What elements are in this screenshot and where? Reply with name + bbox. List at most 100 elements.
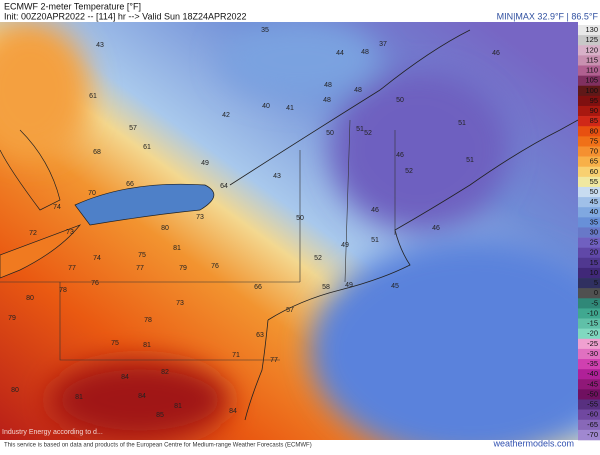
colorbar-label: -30 <box>587 349 598 358</box>
station-temp: 61 <box>143 144 151 151</box>
station-temp: 45 <box>391 283 399 290</box>
colorbar-label: -65 <box>587 420 598 429</box>
station-temp: 46 <box>371 207 379 214</box>
station-temp: 46 <box>432 225 440 232</box>
station-temp: 77 <box>68 265 76 272</box>
nj-coast <box>244 319 269 421</box>
station-temp: 81 <box>174 403 182 410</box>
colorbar-band <box>578 288 600 299</box>
station-temp: 46 <box>492 50 500 57</box>
colorbar-label: 70 <box>590 147 598 156</box>
station-temp: 77 <box>270 357 278 364</box>
colorbar: 1301251201151101051009590858075706560555… <box>578 25 600 441</box>
station-temp: 79 <box>8 315 16 322</box>
colorbar-label: 30 <box>590 227 598 236</box>
station-temp: 48 <box>361 49 369 56</box>
colorbar-band <box>578 55 600 66</box>
colorbar-label: -10 <box>587 308 598 317</box>
colorbar-label: 10 <box>590 268 598 277</box>
colorbar-band <box>578 85 600 97</box>
colorbar-band <box>578 278 600 289</box>
colorbar-label: 130 <box>585 25 598 34</box>
colorbar-label: -35 <box>587 359 598 368</box>
station-temp: 58 <box>322 284 330 291</box>
colorbar-band <box>578 217 600 228</box>
colorbar-label: 50 <box>590 187 598 196</box>
colorbar-band <box>578 369 600 380</box>
station-temp: 48 <box>354 87 362 94</box>
colorbar-label: -5 <box>591 298 598 307</box>
colorbar-band <box>578 126 600 137</box>
colorbar-band <box>578 409 600 421</box>
station-temp: 50 <box>326 130 334 137</box>
station-temp: 85 <box>156 412 164 419</box>
station-temp: 80 <box>11 387 19 394</box>
state-borders <box>0 119 396 361</box>
colorbar-label: -60 <box>587 410 598 419</box>
colorbar-label: 0 <box>594 288 598 297</box>
station-temp: 72 <box>29 230 37 237</box>
colorbar-label: -45 <box>587 379 598 388</box>
colorbar-band <box>578 95 600 107</box>
min-max: MIN|MAX 32.9°F | 86.5°F <box>497 11 599 21</box>
station-temp: 78 <box>144 317 152 324</box>
station-temp: 43 <box>96 42 104 49</box>
colorbar-band <box>578 379 600 390</box>
colorbar-label: 5 <box>594 278 598 287</box>
colorbar-band <box>578 75 600 87</box>
station-temp: 63 <box>256 332 264 339</box>
st-lawrence <box>229 29 471 186</box>
station-temp: 74 <box>93 255 101 262</box>
colorbar-band <box>578 338 600 350</box>
colorbar-band <box>578 35 600 46</box>
colorbar-label: 40 <box>590 207 598 216</box>
station-temp: 75 <box>111 340 119 347</box>
colorbar-band <box>578 399 600 410</box>
colorbar-band <box>578 429 600 441</box>
station-temp: 73 <box>66 229 74 236</box>
colorbar-band <box>578 207 600 218</box>
colorbar-label: 65 <box>590 157 598 166</box>
station-temp: 75 <box>138 252 146 259</box>
station-temp: 73 <box>176 300 184 307</box>
station-temp: 41 <box>286 105 294 112</box>
colorbar-label: 110 <box>586 66 598 75</box>
colorbar-label: -70 <box>587 430 598 439</box>
station-temp: 78 <box>59 287 67 294</box>
colorbar-label: 80 <box>590 126 598 135</box>
station-temp: 68 <box>93 149 101 156</box>
colorbar-label: -25 <box>587 339 598 348</box>
station-temp: 35 <box>261 27 269 34</box>
colorbar-label: 95 <box>590 96 598 105</box>
colorbar-band <box>578 116 600 127</box>
station-temp: 49 <box>341 242 349 249</box>
station-temp: 44 <box>336 50 344 57</box>
colorbar-label: -15 <box>587 319 598 328</box>
colorbar-band <box>578 247 600 259</box>
station-temp: 40 <box>262 103 270 110</box>
station-temp: 52 <box>364 130 372 137</box>
colorbar-label: 60 <box>590 167 598 176</box>
colorbar-band <box>578 45 600 56</box>
station-temp: 70 <box>88 190 96 197</box>
station-temp: 57 <box>286 307 294 314</box>
station-temp: 84 <box>229 408 237 415</box>
colorbar-band <box>578 197 600 208</box>
colorbar-label: -20 <box>587 329 598 338</box>
station-temp: 48 <box>324 82 332 89</box>
station-temp: 61 <box>89 93 97 100</box>
station-temp: 49 <box>201 160 209 167</box>
georgian-bay <box>0 129 61 211</box>
colorbar-band <box>578 318 600 329</box>
station-temp: 51 <box>466 157 474 164</box>
station-temp: 80 <box>161 225 169 232</box>
colorbar-band <box>578 25 600 36</box>
station-temp: 66 <box>126 181 134 188</box>
colorbar-label: 85 <box>590 116 598 125</box>
lake-ontario <box>74 183 215 226</box>
colorbar-band <box>578 166 600 178</box>
station-temp: 71 <box>232 352 240 359</box>
colorbar-label: 35 <box>590 217 598 226</box>
station-temp: 49 <box>345 282 353 289</box>
